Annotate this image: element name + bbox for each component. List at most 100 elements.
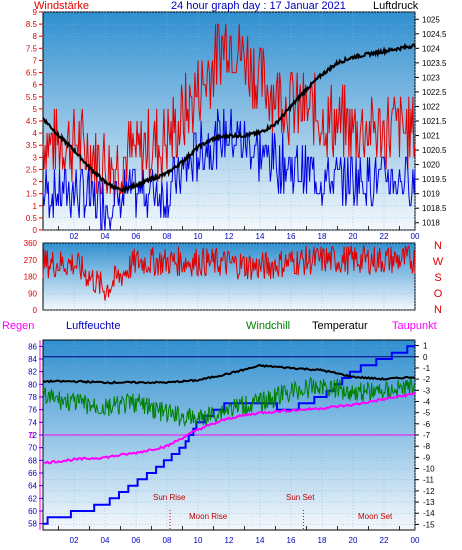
right-axis-tick-label: 1020 (422, 161, 440, 170)
temperature-tick-label: -8 (423, 442, 431, 451)
right-axis-tick-label: 1021.5 (422, 117, 447, 126)
left-axis-tick-label: 4 (33, 129, 38, 138)
wind-chart: 00.511.522.533.544.555.566.577.588.59101… (26, 8, 447, 241)
temperature-label: Temperatur (312, 320, 368, 332)
humidity-tick-label: 70 (28, 444, 37, 453)
humidity-tick-label: 86 (28, 342, 37, 351)
humidity-label: Luftfeuchte (66, 320, 120, 332)
x-axis-tick-label: 02 (70, 232, 79, 241)
temperature-tick-label: 0 (423, 353, 428, 362)
left-axis-tick-label: 5.5 (26, 93, 38, 102)
compass-label: O (434, 288, 443, 300)
pressure-series (42, 42, 416, 195)
left-axis-tick-label: 7.5 (26, 44, 38, 53)
x-axis-tick-label: 06 (132, 232, 141, 241)
x-axis-tick-label: 14 (256, 536, 265, 545)
compass-label: N (434, 304, 442, 316)
humidity-tick-label: 68 (28, 456, 37, 465)
x-axis-tick-label: 20 (349, 232, 358, 241)
x-axis-tick-label: 08 (163, 232, 172, 241)
left-axis-tick-label: 2.5 (26, 165, 38, 174)
direction-tick-label: 90 (28, 289, 37, 298)
direction-tick-label: 360 (24, 239, 38, 248)
temperature-tick-label: -13 (423, 498, 435, 507)
humidity-tick-label: 62 (28, 494, 37, 503)
humidity-tick-label: 74 (28, 418, 37, 427)
right-axis-tick-label: 1021 (422, 132, 440, 141)
moon-rise-label: Moon Rise (189, 512, 228, 521)
temperature-series (42, 363, 416, 385)
wind-gust-series (42, 23, 416, 206)
wind-average-series (42, 108, 416, 231)
right-axis-tick-label: 1020.5 (422, 146, 447, 155)
left-axis-tick-label: 8 (33, 32, 38, 41)
right-axis-tick-label: 1019 (422, 190, 440, 199)
wind-direction-series (42, 244, 416, 301)
temperature-tick-label: -12 (423, 487, 435, 496)
windchill-series (42, 376, 416, 428)
x-axis-tick-label: 16 (287, 536, 296, 545)
x-axis-tick-label: 18 (318, 536, 327, 545)
x-axis-tick-label: 12 (225, 536, 234, 545)
right-axis-tick-label: 1023 (422, 73, 440, 82)
x-axis-tick-label: 06 (132, 536, 141, 545)
moon-set-label: Moon Set (358, 512, 393, 521)
temperature-tick-label: -4 (423, 397, 431, 406)
right-axis-tick-label: 1018 (422, 219, 440, 228)
humidity-tick-label: 80 (28, 380, 37, 389)
left-axis-tick-label: 6 (33, 81, 38, 90)
right-axis-tick-label: 1018.5 (422, 204, 447, 213)
rain-tick-label: 0 (30, 431, 35, 440)
left-axis-tick-label: 6.5 (26, 69, 38, 78)
pressure-label: Luftdruck (373, 0, 419, 12)
x-axis-tick-label: 22 (380, 536, 389, 545)
humidity-tick-label: 78 (28, 393, 37, 402)
left-axis-tick-label: 1.5 (26, 190, 38, 199)
right-axis-tick-label: 1024 (422, 44, 440, 53)
humidity-tick-label: 76 (28, 406, 37, 415)
temperature-tick-label: -11 (423, 476, 435, 485)
left-axis-tick-label: 9 (33, 8, 38, 17)
left-axis-tick-label: 8.5 (26, 20, 38, 29)
left-axis-tick-label: 5 (33, 105, 38, 114)
sun-rise-label: Sun Rise (153, 493, 186, 502)
right-axis-tick-label: 1025 (422, 15, 440, 24)
right-axis-tick-label: 1024.5 (422, 30, 447, 39)
direction-tick-label: 270 (24, 256, 38, 265)
x-axis-tick-label: 22 (380, 232, 389, 241)
x-axis-tick-label: 00 (411, 536, 420, 545)
x-axis-tick-label: 12 (225, 232, 234, 241)
graph-title: 24 hour graph day : 17 Januar 2021 (171, 0, 346, 12)
left-axis-tick-label: 2 (33, 178, 38, 187)
humidity-series (43, 345, 415, 525)
temperature-tick-label: -3 (423, 386, 431, 395)
x-axis-tick-label: 14 (256, 232, 265, 241)
compass-label: S (434, 272, 441, 284)
rain-label: Regen (2, 320, 34, 332)
temperature-tick-label: -2 (423, 375, 431, 384)
right-axis-tick-label: 1023.5 (422, 59, 447, 68)
x-axis-tick-label: 10 (194, 232, 203, 241)
compass-label: N (434, 240, 442, 252)
dewpoint-label: Taupunkt (392, 320, 437, 332)
humidity-tick-label: 84 (28, 355, 37, 364)
humidity-tick-label: 82 (28, 368, 37, 377)
x-axis-tick-label: 02 (70, 536, 79, 545)
right-axis-tick-label: 1022 (422, 102, 440, 111)
temperature-tick-label: -15 (423, 520, 435, 529)
x-axis-tick-label: 20 (349, 536, 358, 545)
x-axis-tick-label: 10 (194, 536, 203, 545)
x-axis-tick-label: 16 (287, 232, 296, 241)
x-axis-tick-label: 04 (101, 536, 110, 545)
left-axis-tick-label: 3.5 (26, 141, 38, 150)
humidity-tick-label: 72 (28, 431, 37, 440)
temperature-tick-label: 1 (423, 342, 428, 351)
left-axis-tick-label: 3 (33, 153, 38, 162)
humidity-tick-label: 58 (28, 520, 37, 529)
temperature-tick-label: -9 (423, 453, 431, 462)
compass-label: W (433, 256, 444, 268)
temperature-tick-label: -10 (423, 465, 435, 474)
